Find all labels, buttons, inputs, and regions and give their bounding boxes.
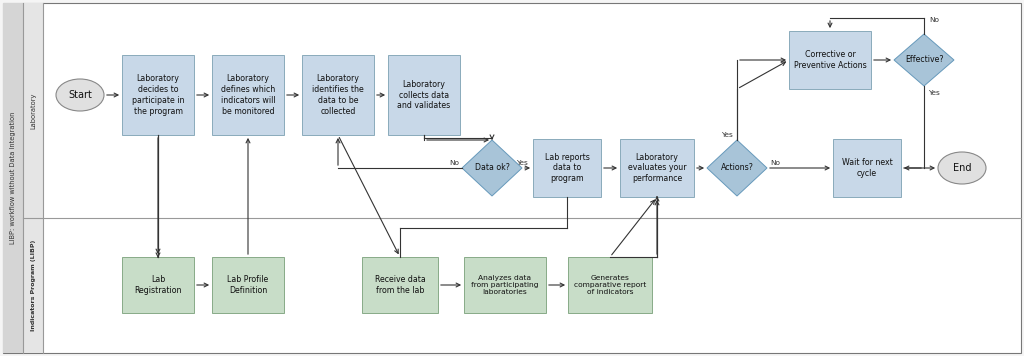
Text: Yes: Yes [928, 90, 940, 96]
Text: Laboratory
defines which
indicators will
be monitored: Laboratory defines which indicators will… [221, 74, 275, 116]
FancyBboxPatch shape [212, 257, 284, 313]
Text: End: End [952, 163, 971, 173]
Ellipse shape [938, 152, 986, 184]
FancyBboxPatch shape [362, 257, 438, 313]
Text: Laboratory
evaluates your
performance: Laboratory evaluates your performance [628, 153, 686, 183]
FancyBboxPatch shape [620, 139, 694, 197]
Polygon shape [462, 140, 522, 196]
Text: Receive data
from the lab: Receive data from the lab [375, 275, 425, 295]
Text: Laboratory
identifies the
data to be
collected: Laboratory identifies the data to be col… [312, 74, 364, 116]
Text: No: No [770, 160, 780, 166]
Text: LIBP: workflow without Data Integration: LIBP: workflow without Data Integration [10, 112, 16, 244]
Text: Lab Profile
Definition: Lab Profile Definition [227, 275, 268, 295]
FancyBboxPatch shape [833, 139, 901, 197]
FancyBboxPatch shape [790, 31, 871, 89]
FancyBboxPatch shape [464, 257, 546, 313]
Text: Start: Start [68, 90, 92, 100]
Text: Laboratory: Laboratory [30, 92, 36, 129]
Text: Wait for next
cycle: Wait for next cycle [842, 158, 892, 178]
FancyBboxPatch shape [388, 55, 460, 135]
Text: No: No [929, 17, 939, 23]
FancyBboxPatch shape [534, 139, 601, 197]
Polygon shape [894, 34, 954, 86]
FancyBboxPatch shape [302, 55, 374, 135]
Text: Corrective or
Preventive Actions: Corrective or Preventive Actions [794, 50, 866, 70]
Text: Lab
Registration: Lab Registration [134, 275, 181, 295]
Bar [23, 3, 43, 353]
FancyBboxPatch shape [122, 257, 194, 313]
Text: Laboratory
decides to
participate in
the program: Laboratory decides to participate in the… [132, 74, 184, 116]
Text: Yes: Yes [516, 160, 527, 166]
Text: Yes: Yes [721, 132, 733, 138]
Polygon shape [707, 140, 767, 196]
Text: Effective?: Effective? [905, 56, 943, 64]
Bar [3, 3, 23, 353]
Text: Indicators Program (LIBP): Indicators Program (LIBP) [31, 240, 36, 331]
FancyBboxPatch shape [122, 55, 194, 135]
FancyBboxPatch shape [568, 257, 652, 313]
Text: Generates
comparative report
of indicators: Generates comparative report of indicato… [573, 275, 646, 295]
Text: No: No [449, 160, 459, 166]
Text: Analyzes data
from participating
laboratories: Analyzes data from participating laborat… [471, 275, 539, 295]
Text: Lab reports
data to
program: Lab reports data to program [545, 153, 590, 183]
Text: Actions?: Actions? [721, 163, 754, 173]
Ellipse shape [56, 79, 104, 111]
Text: Laboratory
collects data
and validates: Laboratory collects data and validates [397, 80, 451, 110]
Text: Data ok?: Data ok? [474, 163, 509, 173]
FancyBboxPatch shape [212, 55, 284, 135]
